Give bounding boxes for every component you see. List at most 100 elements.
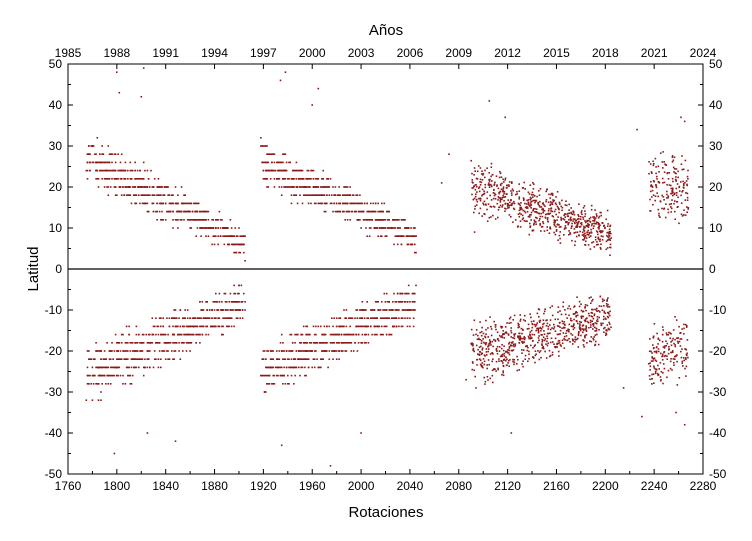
- data-point: [89, 161, 91, 164]
- data-point: [539, 321, 541, 323]
- data-point: [568, 331, 570, 333]
- data-point: [539, 188, 542, 190]
- data-point: [680, 116, 682, 119]
- data-point: [480, 345, 482, 348]
- data-point: [476, 185, 478, 188]
- data-point: [175, 342, 178, 344]
- data-point: [186, 210, 189, 213]
- data-point: [335, 358, 338, 360]
- data-point: [595, 328, 598, 330]
- data-point: [302, 194, 305, 196]
- data-point: [345, 350, 348, 352]
- data-point: [609, 254, 611, 256]
- data-point: [588, 314, 591, 317]
- data-point: [111, 366, 113, 369]
- data-point: [485, 333, 487, 335]
- data-point: [588, 219, 590, 222]
- data-point: [581, 231, 584, 234]
- data-point: [88, 145, 90, 147]
- data-point: [106, 169, 108, 172]
- data-point: [204, 219, 206, 221]
- data-point: [470, 343, 473, 346]
- data-point: [481, 365, 484, 367]
- data-point: [670, 206, 672, 208]
- data-point: [149, 194, 151, 196]
- data-point: [578, 326, 581, 328]
- data-point: [562, 301, 565, 304]
- data-point: [470, 328, 473, 331]
- data-point: [597, 226, 600, 229]
- data-point: [657, 374, 659, 377]
- data-point: [157, 366, 160, 369]
- data-point: [471, 342, 473, 344]
- data-point: [389, 227, 392, 229]
- data-point: [129, 161, 132, 164]
- data-point: [568, 212, 571, 214]
- data-point: [590, 208, 593, 211]
- data-point: [538, 194, 541, 196]
- data-point: [566, 317, 568, 319]
- data-point: [202, 227, 205, 229]
- data-point: [289, 366, 291, 369]
- data-point: [659, 200, 662, 202]
- data-point: [597, 233, 599, 236]
- data-point: [105, 383, 107, 385]
- data-point: [537, 201, 539, 204]
- data-point: [574, 244, 576, 246]
- data-point: [504, 177, 507, 180]
- data-point: [151, 342, 154, 344]
- data-point: [592, 227, 595, 230]
- data-point: [524, 337, 526, 339]
- data-point: [508, 181, 511, 183]
- data-point: [489, 316, 491, 318]
- data-point: [309, 178, 311, 180]
- data-point: [486, 367, 488, 370]
- data-point: [494, 193, 497, 196]
- data-point: [388, 309, 390, 311]
- data-point: [108, 350, 111, 352]
- data-point: [671, 188, 674, 191]
- data-point: [502, 362, 504, 364]
- data-point: [687, 356, 689, 359]
- data-point: [278, 350, 281, 352]
- data-point: [600, 230, 602, 232]
- data-point: [199, 301, 201, 303]
- data-point: [404, 227, 406, 229]
- data-point: [331, 350, 333, 352]
- data-point: [528, 357, 530, 360]
- data-point: [530, 214, 532, 216]
- data-point: [583, 328, 585, 330]
- data-point: [173, 317, 175, 319]
- data-point: [345, 186, 348, 188]
- data-point: [212, 227, 215, 229]
- data-point: [266, 169, 268, 172]
- data-point: [548, 213, 550, 215]
- data-point: [479, 181, 481, 183]
- data-point: [141, 342, 144, 344]
- data-point: [221, 219, 223, 221]
- data-point: [573, 232, 575, 234]
- data-point: [177, 333, 179, 336]
- data-point: [322, 178, 324, 180]
- data-point: [162, 333, 164, 336]
- data-point: [287, 383, 289, 385]
- data-point: [680, 181, 682, 183]
- data-point: [683, 184, 685, 187]
- data-point: [539, 224, 541, 226]
- data-point: [541, 208, 543, 211]
- data-point: [113, 153, 116, 155]
- data-point: [106, 186, 108, 188]
- data-point: [230, 317, 233, 319]
- data-point: [537, 341, 539, 344]
- data-point: [139, 350, 141, 352]
- data-point: [530, 197, 533, 200]
- data-point: [338, 333, 340, 336]
- data-point: [659, 216, 661, 218]
- data-point: [106, 342, 108, 344]
- data-point: [134, 194, 136, 196]
- data-point: [570, 227, 573, 229]
- data-point: [357, 325, 360, 328]
- data-point: [605, 332, 607, 334]
- top-tick-label: 1985: [55, 46, 82, 60]
- data-point: [505, 359, 507, 362]
